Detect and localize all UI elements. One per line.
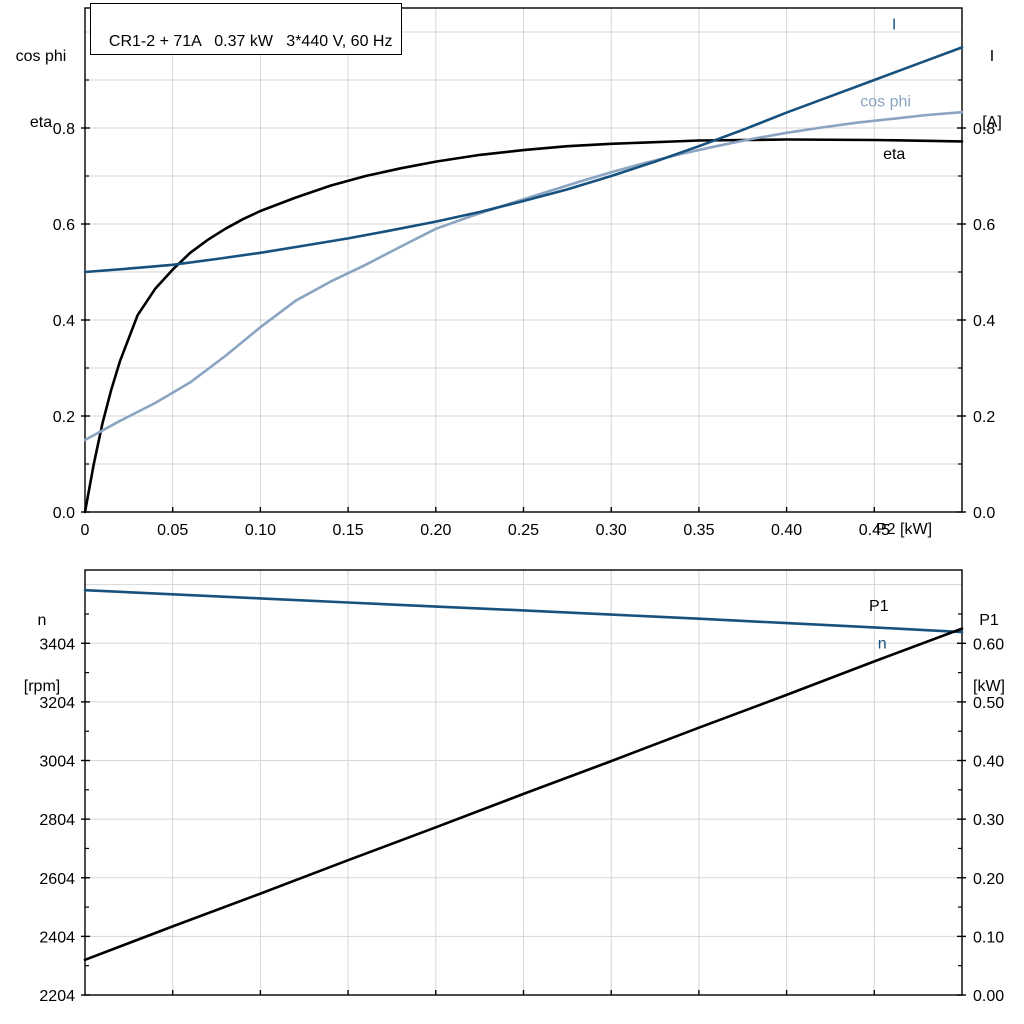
x-tick-label: 0.10 <box>245 522 276 539</box>
y-tick-label-right: 0.40 <box>973 754 1004 771</box>
curve-label-cos-phi: cos phi <box>860 93 911 110</box>
x-tick-label: 0.25 <box>508 522 539 539</box>
y-tick-label-right: 0.0 <box>973 505 995 522</box>
curve-label-I: I <box>892 17 896 34</box>
y-tick-label-right: 0.30 <box>973 812 1004 829</box>
bottom-right-axis-title: P1 [kW] <box>960 566 1018 720</box>
title-box: CR1-2 + 71A 0.37 kW 3*440 V, 60 Hz <box>90 3 403 55</box>
y-tick-label-left: 2204 <box>39 988 75 1005</box>
y-tick-label-left: 3204 <box>39 695 75 712</box>
x-tick-label: 0.35 <box>683 522 714 539</box>
top-left-axis-title: cos phi eta <box>4 2 78 156</box>
y-tick-label-right: 0.10 <box>973 929 1004 946</box>
y-tick-label-right: 0.4 <box>973 313 995 330</box>
y-tick-label-left: 0.0 <box>53 505 75 522</box>
y-tick-label-right: 0.60 <box>973 636 1004 653</box>
axis-title-current-unit: [A] <box>982 114 1002 131</box>
y-tick-label-left: 2804 <box>39 812 75 829</box>
x-tick-label: 0.30 <box>596 522 627 539</box>
axis-title-p1: P1 <box>979 612 999 629</box>
curve-cos-phi <box>83 110 964 442</box>
y-tick-label-right: 0.00 <box>973 988 1004 1005</box>
curve-label-n: n <box>878 635 887 652</box>
curve-n <box>83 588 964 634</box>
y-tick-label-left: 0.2 <box>53 409 75 426</box>
x-tick-label: 0.45 <box>859 522 890 539</box>
curve-I <box>83 46 964 274</box>
y-tick-label-right: 0.8 <box>973 121 995 138</box>
axis-title-p1-unit: [kW] <box>973 678 1005 695</box>
y-tick-label-right: 0.2 <box>973 409 995 426</box>
x-tick-label: 0.05 <box>157 522 188 539</box>
x-tick-label: 0.20 <box>420 522 451 539</box>
chart-title: CR1-2 + 71A 0.37 kW 3*440 V, 60 Hz <box>108 33 393 50</box>
x-tick-label: 0.15 <box>333 522 364 539</box>
axis-title-speed: n <box>37 612 47 629</box>
axis-title-eta: eta <box>29 114 53 131</box>
bottom-left-axis-title: n [rpm] <box>4 566 80 720</box>
y-tick-label-right: 0.20 <box>973 871 1004 888</box>
y-tick-label-left: 3404 <box>39 636 75 653</box>
y-tick-label-left: 2404 <box>39 929 75 946</box>
axis-title-cos-phi: cos phi <box>15 48 67 65</box>
y-tick-label-left: 0.6 <box>53 217 75 234</box>
y-tick-label-left: 0.8 <box>53 121 75 138</box>
x-axis-title: P2 [kW] <box>876 521 933 538</box>
y-tick-label-left: 2604 <box>39 871 75 888</box>
top-right-axis-title: I [A] <box>966 2 1018 156</box>
y-tick-label-right: 0.6 <box>973 217 995 234</box>
x-tick-label: 0 <box>81 522 90 539</box>
x-tick-label: 0.40 <box>771 522 802 539</box>
curve-eta <box>83 138 964 514</box>
curve-P1 <box>83 627 964 962</box>
axis-title-speed-unit: [rpm] <box>23 678 61 695</box>
curve-label-eta: eta <box>883 146 905 163</box>
curve-label-P1: P1 <box>869 598 889 615</box>
y-tick-label-left: 0.4 <box>53 313 75 330</box>
axis-title-current: I <box>989 48 995 65</box>
y-tick-label-right: 0.50 <box>973 695 1004 712</box>
y-tick-label-left: 3004 <box>39 754 75 771</box>
